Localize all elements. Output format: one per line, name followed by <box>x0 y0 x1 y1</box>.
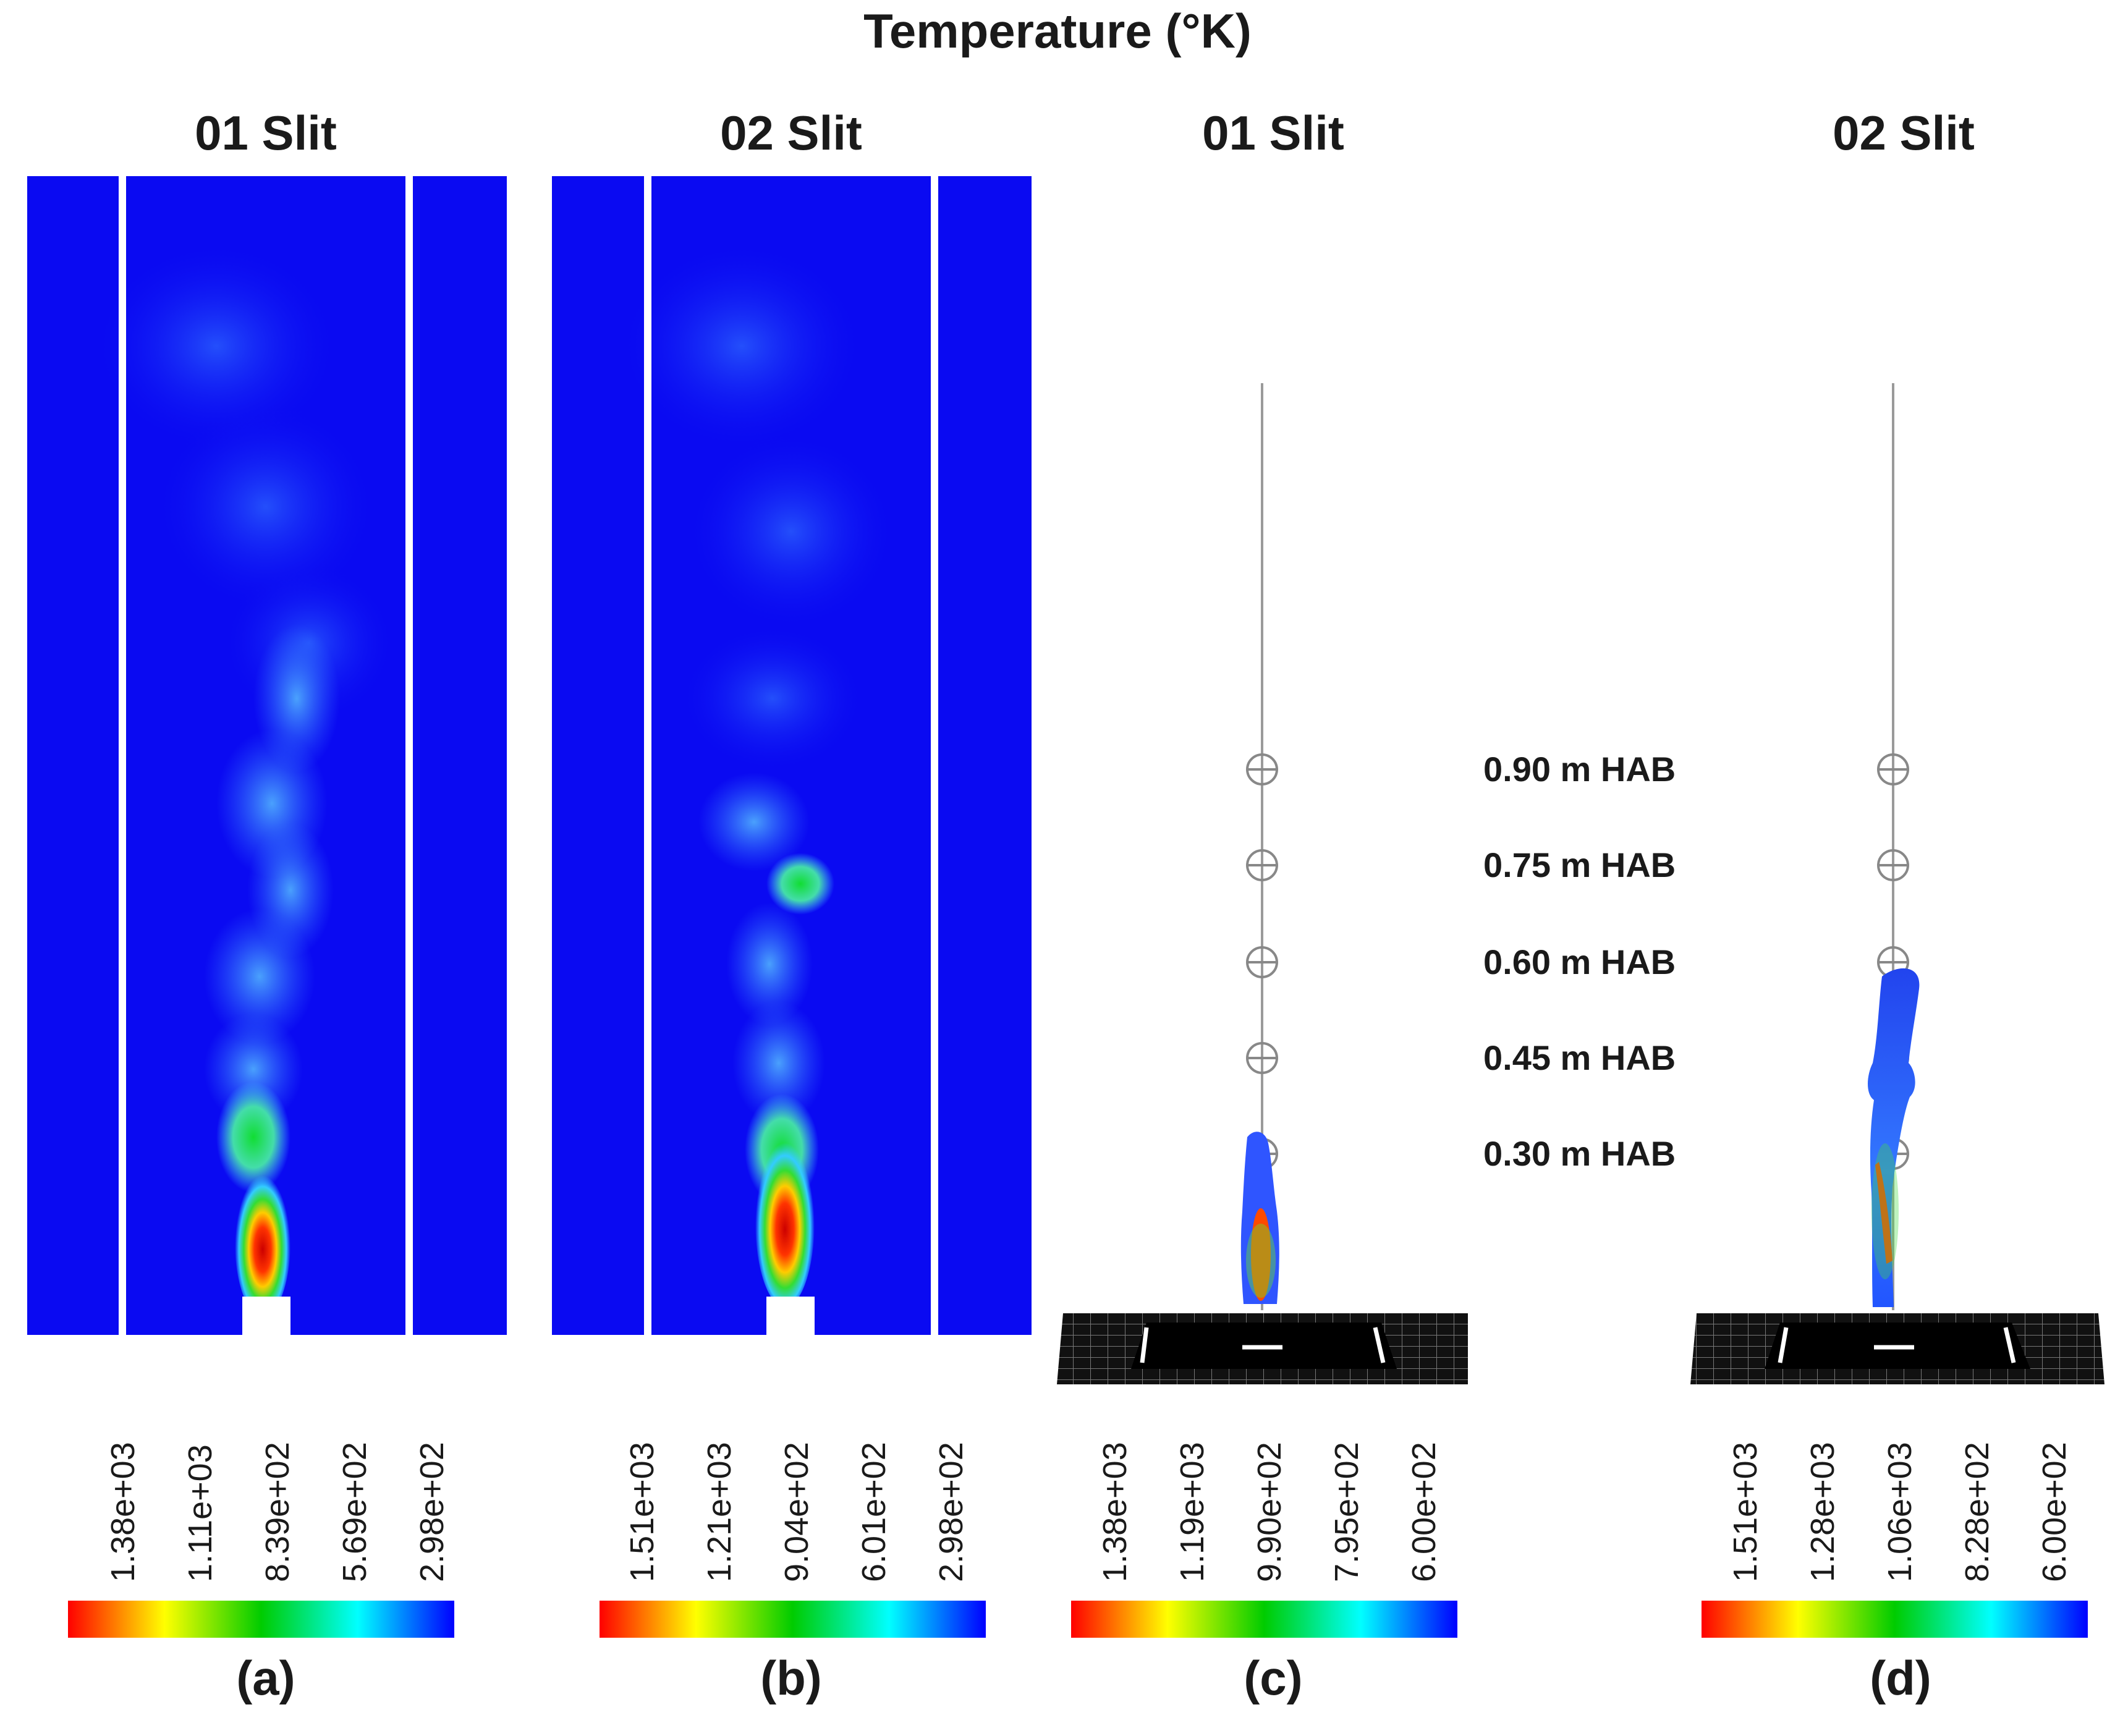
panel-c-tick-2: 1.19e+03 <box>1174 1442 1211 1582</box>
panel-b-tick-2: 1.21e+03 <box>701 1442 738 1582</box>
panel-a-tick-5: 2.98e+02 <box>413 1442 451 1582</box>
panel-b-title: 02 Slit <box>720 106 862 160</box>
panel-a-tick-2: 1.11e+03 <box>182 1444 219 1582</box>
panel-a-title: 01 Slit <box>195 106 337 160</box>
panel-c-tick-1: 1.38e+03 <box>1096 1442 1134 1582</box>
panel-c-title: 01 Slit <box>1202 106 1344 160</box>
panel-a-tick-1: 1.38e+03 <box>104 1442 142 1582</box>
panel-a-colorbar <box>68 1601 454 1638</box>
hab-label-075: 0.75 m HAB <box>1483 845 1676 884</box>
hab-label-030: 0.30 m HAB <box>1483 1134 1676 1173</box>
panel-d-title: 02 Slit <box>1833 106 1975 160</box>
panel-a-tick-3: 8.39e+02 <box>259 1442 296 1582</box>
panel-d-tick-3: 1.06e+03 <box>1881 1442 1918 1582</box>
hab-label-090: 0.90 m HAB <box>1483 750 1676 789</box>
panel-a-label: (a) <box>236 1651 295 1705</box>
panel-b-label: (b) <box>760 1651 822 1705</box>
panel-d-colorbar <box>1702 1601 2088 1638</box>
panel-b-tick-4: 6.01e+02 <box>855 1442 892 1582</box>
panel-c-label: (c) <box>1244 1651 1303 1705</box>
panel-c-tick-3: 9.90e+02 <box>1251 1442 1288 1582</box>
panel-b-tick-5: 2.98e+02 <box>933 1442 970 1582</box>
panel-d-tick-5: 6.00e+02 <box>2036 1442 2073 1582</box>
panel-b-tick-3: 9.04e+02 <box>778 1442 815 1582</box>
panel-d-tick-1: 1.51e+03 <box>1727 1442 1764 1582</box>
panel-a-tick-4: 5.69e+02 <box>336 1442 373 1582</box>
panel-d-diagram <box>1690 383 2104 1384</box>
figure-title: Temperature (°K) <box>863 4 1252 58</box>
panel-b-colorbar <box>600 1601 986 1638</box>
panel-b-tick-1: 1.51e+03 <box>624 1442 661 1582</box>
panel-c-tick-5: 6.00e+02 <box>1405 1442 1443 1582</box>
panel-a-contour <box>27 176 507 1335</box>
hab-label-060: 0.60 m HAB <box>1483 942 1676 981</box>
panel-b-contour <box>552 176 1032 1335</box>
hab-label-045: 0.45 m HAB <box>1483 1038 1676 1077</box>
panel-d-flame-isosurface <box>1868 968 1920 1307</box>
panel-d-tick-2: 1.28e+03 <box>1804 1442 1841 1582</box>
panel-c-colorbar <box>1071 1601 1457 1638</box>
panel-c-tick-4: 7.95e+02 <box>1328 1442 1365 1582</box>
panel-d-tick-4: 8.28e+02 <box>1959 1442 1996 1582</box>
panel-c-diagram <box>1057 383 1468 1384</box>
panel-d-label: (d) <box>1870 1651 1931 1705</box>
